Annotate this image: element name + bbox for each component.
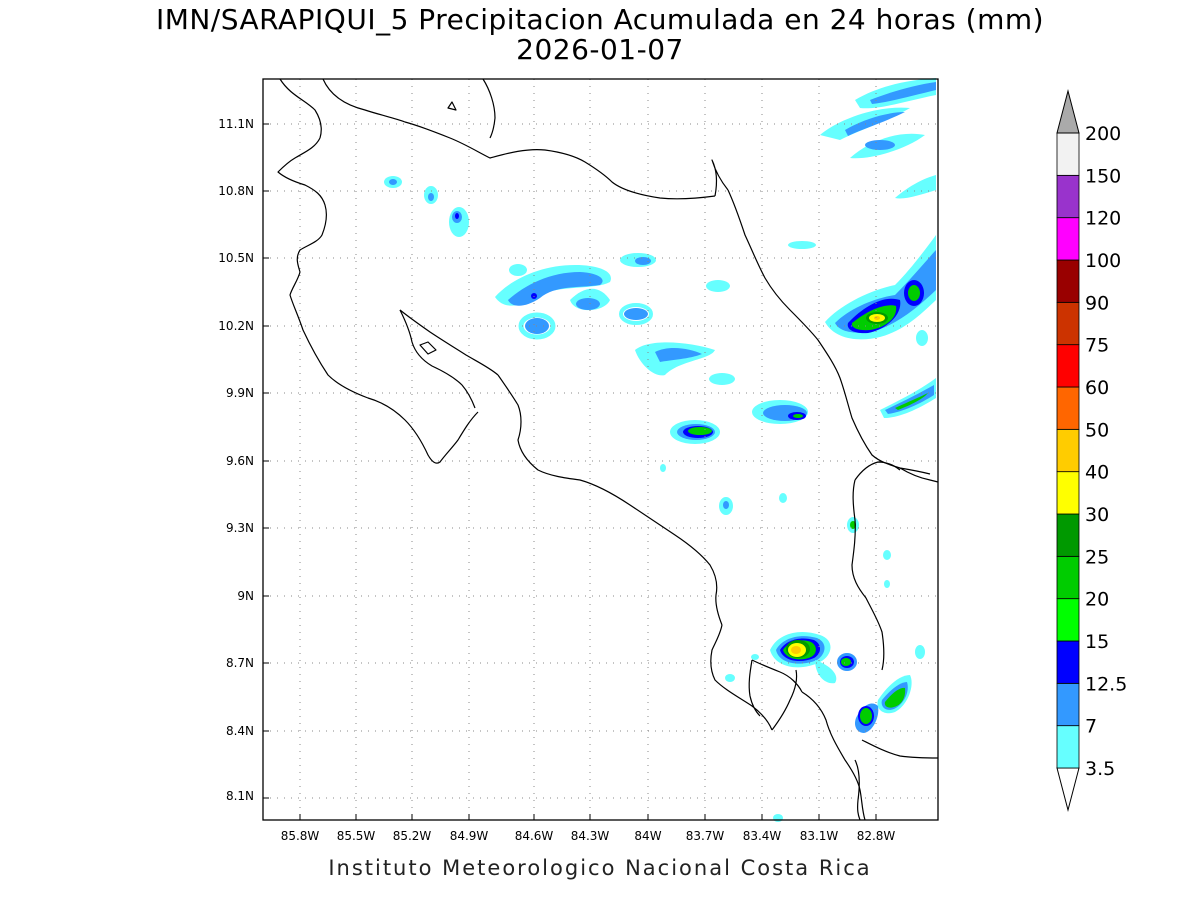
colorbar-label: 150 bbox=[1085, 165, 1121, 187]
lat-tick: 10.8N bbox=[218, 184, 254, 198]
lat-tick: 10.5N bbox=[218, 251, 254, 265]
map-gridlines bbox=[263, 79, 938, 820]
lon-tick: 84W bbox=[634, 829, 661, 843]
lat-tick: 11.1N bbox=[218, 117, 254, 131]
colorbar-label: 15 bbox=[1085, 631, 1109, 653]
precip-cell bbox=[709, 373, 735, 385]
lon-tick: 84.9W bbox=[450, 829, 489, 843]
colorbar-label: 20 bbox=[1085, 589, 1109, 611]
colorbar-swatch bbox=[1056, 428, 1080, 473]
colorbar-label: 100 bbox=[1085, 250, 1121, 272]
lat-tick: 8.1N bbox=[226, 789, 254, 803]
colorbar-swatch bbox=[1056, 598, 1080, 642]
lon-tick-labels: 85.8W 85.5W 85.2W 84.9W 84.6W 84.3W 84W … bbox=[281, 829, 896, 843]
lon-tick: 84.3W bbox=[571, 829, 610, 843]
colorbar-label: 50 bbox=[1085, 419, 1109, 441]
lon-tick: 85.5W bbox=[337, 829, 376, 843]
lat-tick-labels: 8.1N 8.4N 8.7N 9N 9.3N 9.6N 9.9N 10.2N 1… bbox=[218, 117, 254, 803]
colorbar-swatch bbox=[1056, 640, 1080, 684]
colorbar-swatch bbox=[1056, 301, 1080, 346]
colorbar-swatch bbox=[1056, 725, 1080, 769]
coastline bbox=[277, 78, 939, 821]
colorbar-swatch bbox=[1056, 471, 1080, 515]
axis-ticks bbox=[263, 123, 877, 820]
colorbar: 3.5 7 12.5 15 20 25 30 40 50 60 75 90 100 120 150 200 bbox=[1056, 89, 1127, 812]
colorbar-label: 200 bbox=[1085, 123, 1121, 145]
lat-tick: 9N bbox=[237, 589, 254, 603]
lat-tick: 9.3N bbox=[226, 521, 254, 535]
precip-layer bbox=[384, 78, 936, 822]
colorbar-swatch bbox=[1056, 217, 1080, 261]
lat-tick: 8.4N bbox=[226, 724, 254, 738]
colorbar-label: 3.5 bbox=[1085, 758, 1115, 780]
lon-tick: 85.2W bbox=[393, 829, 432, 843]
colorbar-label: 90 bbox=[1085, 292, 1109, 314]
lon-tick: 83.4W bbox=[743, 829, 782, 843]
lon-tick: 85.8W bbox=[281, 829, 320, 843]
colorbar-label: 40 bbox=[1085, 462, 1109, 484]
colorbar-label: 120 bbox=[1085, 208, 1121, 230]
lon-tick: 83.7W bbox=[686, 829, 725, 843]
precip-cell bbox=[895, 175, 936, 199]
lon-tick: 84.6W bbox=[515, 829, 554, 843]
colorbar-label: 25 bbox=[1085, 546, 1109, 568]
colorbar-swatch bbox=[1056, 682, 1080, 727]
precip-cell bbox=[706, 280, 730, 292]
precip-cell bbox=[788, 241, 816, 249]
map-panel bbox=[262, 78, 939, 822]
lon-tick: 83.1W bbox=[800, 829, 839, 843]
colorbar-swatch bbox=[1056, 555, 1080, 600]
lon-tick: 82.8W bbox=[857, 829, 896, 843]
precip-cell bbox=[725, 674, 735, 682]
colorbar-label: 30 bbox=[1085, 504, 1109, 526]
precip-cell bbox=[509, 264, 527, 276]
map-date: 2026-01-07 bbox=[516, 33, 684, 66]
credit-text: Instituto Meteorologico Nacional Costa R… bbox=[328, 856, 872, 880]
precip-cell bbox=[916, 330, 928, 346]
colorbar-swatch bbox=[1056, 174, 1080, 219]
colorbar-label: 12.5 bbox=[1085, 673, 1127, 695]
lat-tick: 9.6N bbox=[226, 454, 254, 468]
colorbar-swatch bbox=[1056, 259, 1080, 303]
colorbar-swatch bbox=[1056, 132, 1080, 176]
colorbar-swatch bbox=[1056, 386, 1080, 430]
colorbar-swatch bbox=[1056, 513, 1080, 557]
map-title: IMN/SARAPIQUI_5 Precipitacion Acumulada … bbox=[155, 3, 1045, 36]
colorbar-label: 60 bbox=[1085, 377, 1109, 399]
colorbar-lower-arrow bbox=[1056, 767, 1080, 812]
lat-tick: 9.9N bbox=[226, 386, 254, 400]
lat-tick: 8.7N bbox=[226, 656, 254, 670]
colorbar-label: 7 bbox=[1085, 716, 1097, 738]
colorbar-label: 75 bbox=[1085, 335, 1109, 357]
lat-tick: 10.2N bbox=[218, 319, 254, 333]
precip-cell bbox=[624, 308, 648, 320]
precip-cell bbox=[915, 645, 925, 659]
colorbar-upper-arrow bbox=[1056, 89, 1080, 134]
precip-cell bbox=[751, 654, 759, 660]
colorbar-swatch bbox=[1056, 344, 1080, 388]
